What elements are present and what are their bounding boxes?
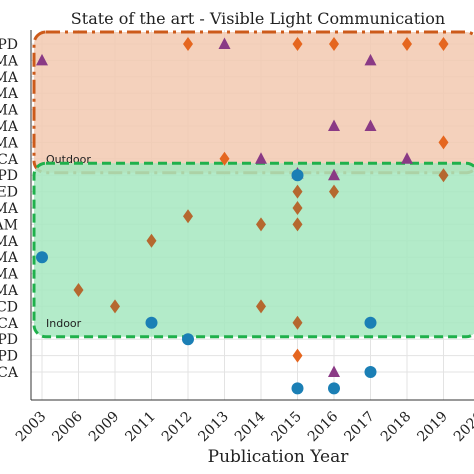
triangle-marker	[328, 119, 340, 131]
triangle-marker	[36, 53, 48, 66]
diamond-marker	[292, 37, 303, 51]
y-tick-label: MA	[0, 201, 19, 217]
y-tick-label: MA	[0, 234, 19, 250]
circle-marker	[364, 366, 377, 378]
circle-marker	[36, 251, 48, 264]
triangle-marker	[364, 119, 377, 131]
y-tick-label: MA	[0, 103, 19, 119]
diamond-marker	[219, 151, 230, 166]
y-tick-label: CA	[0, 316, 19, 332]
y-tick-label: MA	[0, 70, 19, 86]
diamond-marker	[329, 184, 339, 199]
data-markers	[36, 37, 449, 395]
circle-marker	[182, 333, 194, 346]
circle-marker	[145, 316, 158, 329]
y-tick-label: AM	[0, 217, 18, 233]
y-tick-label: PD	[0, 349, 18, 365]
triangle-marker	[401, 152, 413, 164]
diamond-marker	[183, 209, 193, 224]
triangle-marker	[364, 53, 377, 66]
y-tick-label: PD	[0, 332, 18, 348]
triangle-marker	[328, 168, 340, 181]
y-tick-label: PD	[0, 37, 18, 53]
outdoor-region-box	[32, 30, 474, 175]
diamond-marker	[292, 315, 303, 330]
triangle-marker	[255, 152, 267, 164]
circle-marker	[364, 316, 377, 329]
diamond-marker	[256, 217, 266, 232]
y-tick-label: MA	[0, 119, 19, 135]
y-tick-labels: PDMAMAMAMAMAMACAPDEDMAAMMAMAMAMACDCAPDPD…	[0, 37, 19, 381]
y-tick-label: MA	[0, 135, 19, 151]
y-tick-label: PD	[0, 168, 18, 184]
diamond-marker	[73, 283, 84, 297]
indoor-region-box	[32, 161, 474, 339]
diamond-marker	[292, 217, 303, 232]
chart-title: State of the art - Visible Light Communi…	[71, 9, 445, 28]
axes	[30, 30, 474, 401]
y-tick-label: CA	[0, 152, 19, 168]
y-tick-label: MA	[0, 86, 19, 102]
y-tick-label: CA	[0, 365, 19, 381]
diamond-marker	[438, 168, 449, 183]
diamond-marker	[183, 37, 193, 51]
diamond-marker	[256, 299, 266, 314]
y-tick-label: ED	[0, 185, 18, 201]
x-axis-title: Publication Year	[208, 447, 350, 467]
diamond-marker	[292, 348, 303, 363]
diamond-marker	[438, 37, 449, 51]
triangle-marker	[218, 37, 231, 49]
circle-marker	[328, 382, 340, 395]
diamond-marker	[329, 37, 339, 51]
diamond-marker	[146, 233, 157, 248]
triangle-marker	[328, 365, 340, 377]
y-tick-label: MA	[0, 250, 19, 266]
y-tick-label: MA	[0, 283, 19, 299]
y-tick-label: MA	[0, 53, 19, 69]
y-tick-label: MA	[0, 267, 19, 283]
diamond-marker	[438, 135, 449, 150]
diamond-marker	[402, 37, 412, 51]
circle-marker	[291, 382, 304, 395]
y-tick-label: CD	[0, 299, 18, 315]
indoor-region-label: Indoor	[46, 317, 82, 330]
diamond-marker	[292, 184, 303, 199]
diamond-marker	[110, 299, 120, 314]
circle-marker	[291, 169, 304, 182]
diamond-marker	[292, 201, 303, 215]
